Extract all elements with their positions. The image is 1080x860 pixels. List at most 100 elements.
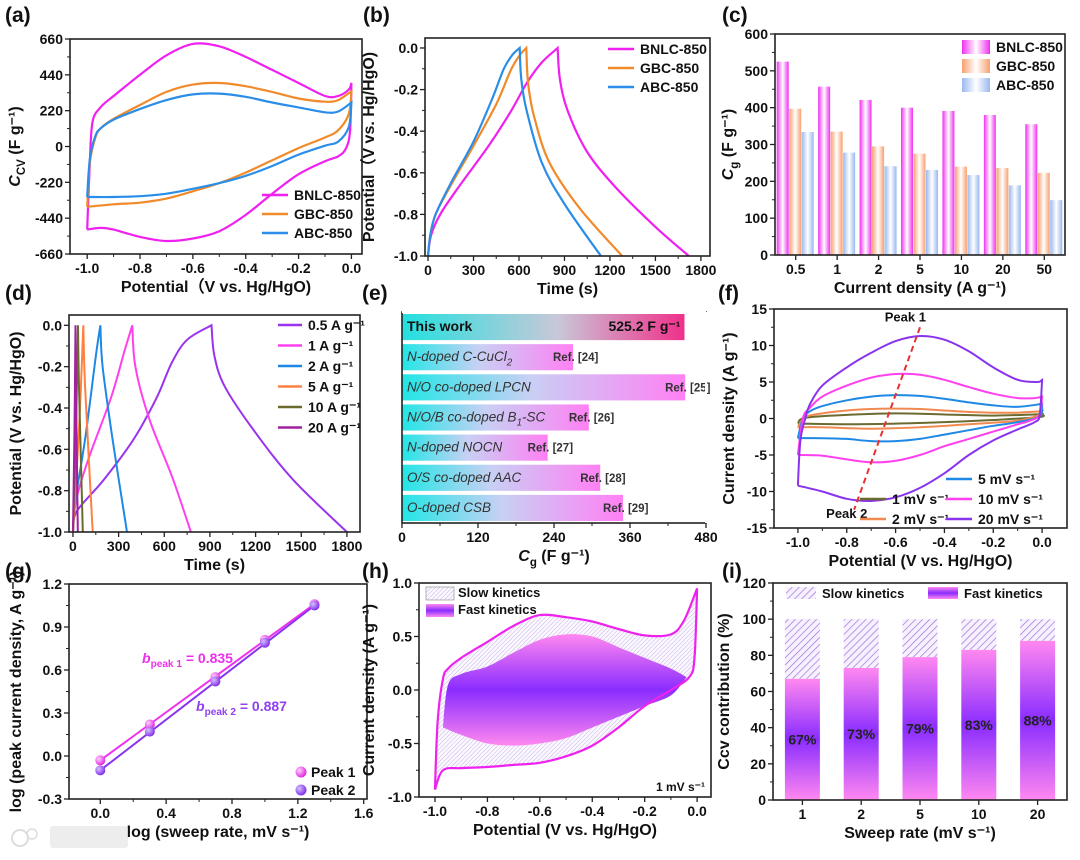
plot-area: This work 525.2 F g⁻¹ N-doped C-CuCl2 Ref. …: [402, 314, 711, 521]
legend-label: BNLC-850: [640, 41, 707, 57]
legend-item: 5 mV s⁻¹: [946, 471, 1036, 487]
label-segment: -SC: [522, 410, 546, 425]
y-tick-label: 0.3: [43, 705, 63, 721]
panel-d: (d) 0 300 600 900 1200 1500 1800 0.0 -0.2 -0.4 -0.6…: [5, 282, 365, 574]
panel-label: (c): [722, 4, 748, 27]
axes: 0 300 600 900 1200 1500 1800 0.0 -0.2 -0.4 -0.6 -0.…: [8, 314, 363, 574]
legend-item: 1 A g⁻¹: [278, 338, 354, 354]
y-tick-label: 10: [751, 338, 767, 354]
watermark-logo: [11, 826, 128, 848]
axes: -1.0 -0.8 -0.6 -0.4 -0.2 0.0 -15 -10 -5 0 5 10 15 Pot…: [721, 301, 1068, 570]
plot-area: 67% 73% 79% 83% 88%: [784, 619, 1056, 800]
y-tick-label: -15: [747, 520, 767, 536]
gcd-curve-bnlc-850: [426, 45, 690, 257]
label-segment: = 0.887: [236, 698, 287, 714]
x-tick-label: 300: [462, 262, 486, 278]
x-axis-title: Time (s): [537, 281, 598, 298]
y-tick-label: 100: [745, 210, 769, 226]
x-tick-label: -1.0: [423, 803, 447, 819]
panel-e: (e) This work 525.2 F g⁻¹ N-doped C-CuCl2 Re…: [362, 282, 718, 569]
y-tick-label: 0.0: [393, 682, 413, 698]
bar: [901, 107, 913, 256]
x-tick-label: 0.8: [222, 805, 242, 821]
legend-swatch: [425, 586, 455, 601]
slow-kinetics-bar: [784, 619, 820, 679]
bar: [942, 110, 955, 256]
data-point: [144, 726, 155, 737]
bar: [954, 166, 967, 255]
y-axis-title: Current density (A g⁻¹): [361, 604, 378, 776]
y-tick-label: 0: [55, 139, 63, 155]
panel-h: (h) -1.0 -0.8 -0.6 -0.4 -0.2 0.0 -1.0 -0.5 0.0 0.5…: [361, 560, 712, 839]
y-tick-label: -220: [35, 174, 63, 190]
fast-kinetics-bar: [961, 649, 997, 800]
plot-area: [796, 326, 1045, 511]
plot-area: [433, 587, 699, 790]
label-segment: 1: [517, 418, 522, 429]
legend-label: 2 A g⁻¹: [308, 358, 354, 374]
label-segment: (F g⁻¹): [720, 109, 737, 162]
y-axis-title: CCV (F g⁻¹): [7, 106, 28, 186]
legend-item: 1 mV s⁻¹: [860, 491, 950, 507]
legend-item: 10 A g⁻¹: [278, 399, 361, 415]
label-segment: N/O/B co-doped B: [407, 410, 517, 425]
x-tick-label: 10: [954, 261, 970, 277]
gcd-curve: [72, 325, 79, 533]
legend-item: 0.5 A g⁻¹: [278, 317, 365, 333]
x-tick-label: -0.2: [287, 260, 311, 276]
bar-label: N/O/B co-doped B1-SC: [407, 410, 545, 429]
y-tick-label: -1.0: [388, 789, 412, 805]
plot-area: [72, 323, 348, 533]
label-segment: (F g⁻¹): [537, 548, 590, 565]
y-axis-title: log (peak current density, A g⁻¹): [8, 571, 25, 813]
panel-label: (e): [362, 282, 388, 305]
x-tick-label: -1.0: [75, 260, 99, 276]
bar: [859, 99, 872, 255]
ref-label: Ref. [28]: [580, 473, 626, 485]
y-tick-label: 15: [751, 301, 767, 317]
data-point: [210, 676, 221, 687]
cv-curve-gbc-850: [86, 81, 353, 208]
y-tick-label: 120: [743, 575, 767, 591]
legend-swatch: [786, 587, 816, 599]
y-tick-label: 40: [750, 720, 766, 736]
y-tick-label: 600: [745, 26, 769, 42]
y-tick-label: -1.0: [394, 248, 418, 264]
fit-line: [99, 604, 316, 772]
panel-label: (d): [5, 282, 32, 305]
y-tick-label: 1.0: [393, 575, 413, 591]
x-tick-label: 5: [916, 806, 924, 822]
y-tick-label: 0.0: [399, 40, 419, 56]
x-tick-label: 300: [107, 538, 131, 554]
label-segment: C: [7, 175, 24, 187]
label-segment: CV: [16, 159, 28, 175]
ref-label: Ref. [26]: [569, 413, 615, 425]
x-axis-title: log (sweep rate, mV s⁻¹): [127, 824, 310, 841]
x-tick-label: 0.0: [342, 260, 362, 276]
bar: [402, 314, 685, 341]
legend-item: 5 A g⁻¹: [278, 379, 354, 395]
ref-label: Ref. [25]: [665, 382, 711, 394]
bar: [789, 108, 802, 255]
bar: [1037, 172, 1050, 255]
legend-label: BNLC-850: [294, 187, 361, 203]
y-tick-label: -0.4: [38, 400, 62, 416]
label-segment: N-doped NOCN: [407, 440, 503, 455]
legend-item: 20 A g⁻¹: [278, 420, 361, 436]
x-tick-label: -0.8: [475, 803, 499, 819]
scan-rate-label: 1 mV s⁻¹: [656, 780, 705, 794]
x-tick-label: 1200: [594, 262, 625, 278]
x-tick-label: 50: [1036, 261, 1052, 277]
bar: [402, 464, 601, 491]
legend-label: GBC-850: [996, 58, 1055, 74]
legend-label: Fast kinetics: [458, 602, 537, 617]
label-segment: (F g⁻¹): [7, 106, 24, 159]
label-segment: O-doped CSB: [407, 500, 491, 515]
label-segment: C: [518, 548, 530, 565]
y-axis-title: Potential（V vs. Hg/HgO): [360, 52, 378, 242]
legend-label: Slow kinetics: [458, 585, 540, 600]
legend-label: 2 mV s⁻¹: [892, 511, 950, 527]
bar: [843, 152, 856, 255]
y-tick-label: -0.8: [394, 206, 418, 222]
